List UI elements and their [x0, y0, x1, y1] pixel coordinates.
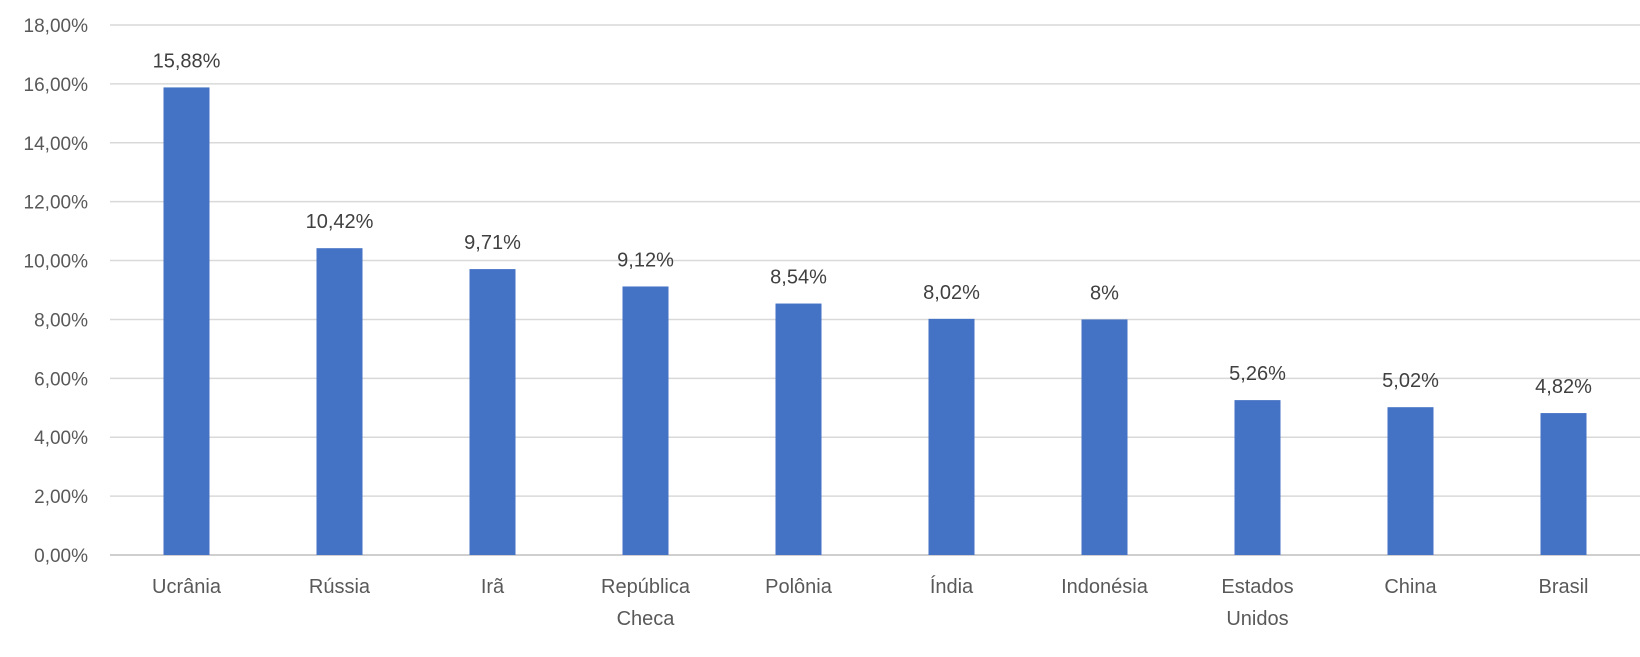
data-label: 9,71% — [464, 232, 521, 254]
x-tick-label: Polônia — [765, 576, 833, 598]
x-tick-label: Irã — [481, 576, 505, 598]
bar — [316, 248, 363, 555]
x-tick-label: República Checa — [601, 576, 691, 630]
data-label: 5,02% — [1382, 370, 1439, 392]
y-tick-label: 12,00% — [24, 193, 89, 214]
data-label: 8,54% — [770, 267, 827, 289]
y-tick-label: 16,00% — [24, 75, 89, 96]
y-tick-label: 4,00% — [34, 428, 88, 449]
bar — [1387, 407, 1434, 555]
bar — [469, 269, 516, 555]
bar — [928, 318, 975, 555]
bar — [1234, 400, 1281, 555]
gridlines — [110, 24, 1640, 556]
data-label: 9,12% — [617, 249, 674, 271]
data-label: 5,26% — [1229, 363, 1286, 385]
bars — [163, 87, 1587, 555]
y-tick-label: 8,00% — [34, 310, 88, 331]
y-tick-label: 6,00% — [34, 369, 88, 390]
x-tick-label: Estados Unidos — [1221, 576, 1293, 630]
y-tick-label: 10,00% — [24, 252, 89, 273]
bar — [622, 286, 669, 555]
bar — [1081, 319, 1128, 555]
data-label: 4,82% — [1535, 376, 1592, 398]
bar — [775, 303, 822, 555]
y-tick-label: 2,00% — [34, 487, 88, 508]
x-tick-label: Ucrânia — [152, 576, 222, 598]
bar — [1540, 413, 1587, 555]
x-axis: Ucrânia Rússia Irã República Checa Polônia Índ… — [152, 575, 1588, 630]
data-label: 15,88% — [153, 50, 221, 72]
data-labels: 15,88% 10,42% 9,71% 9,12% 8,54% 8,02% 8% 5,26% 5… — [153, 50, 1592, 398]
x-tick-label: Indonésia — [1061, 576, 1149, 598]
y-tick-label: 14,00% — [24, 134, 89, 155]
x-tick-label: China — [1384, 576, 1437, 598]
bar — [163, 87, 210, 555]
x-tick-label: Brasil — [1538, 576, 1588, 598]
data-label: 8% — [1090, 282, 1119, 304]
y-tick-label: 0,00% — [34, 546, 88, 567]
y-tick-label: 18,00% — [24, 16, 89, 37]
x-tick-label: Índia — [930, 575, 974, 598]
y-axis: 0,00% 2,00% 4,00% 6,00% 8,00% 10,00% 12,00% 14,… — [24, 16, 89, 567]
data-label: 8,02% — [923, 282, 980, 304]
x-tick-label: Rússia — [309, 576, 371, 598]
data-label: 10,42% — [306, 211, 374, 233]
